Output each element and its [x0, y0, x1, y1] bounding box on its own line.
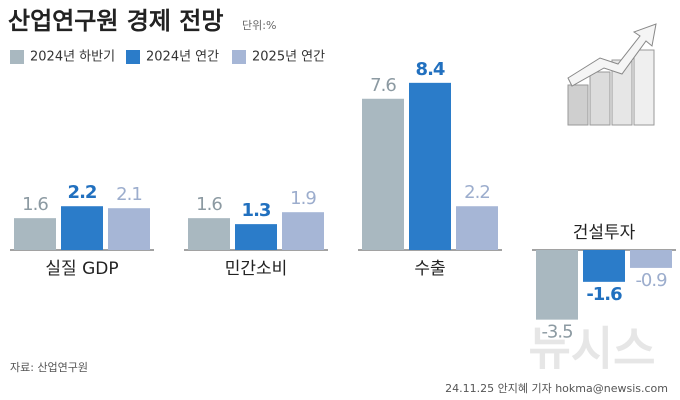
legend-label: 2024년 연간 [146, 50, 219, 65]
value-label: 1.6 [196, 194, 222, 215]
icon-bar [567, 84, 589, 126]
unit-label: 단위:% [242, 19, 276, 32]
bar [235, 224, 277, 250]
legend-swatch [126, 50, 140, 64]
icon [567, 23, 657, 126]
category-label: 건설투자 [573, 223, 636, 243]
bar [61, 206, 103, 250]
credit: 24.11.25 안지혜 기자 hokma@newsis.com [445, 382, 668, 395]
legend-swatch [10, 50, 24, 64]
legend-swatch [232, 50, 246, 64]
value-label: -1.6 [586, 284, 622, 305]
value-label: 2.1 [116, 184, 142, 205]
bar [409, 82, 451, 250]
category-label: 수출 [414, 259, 445, 279]
bar [456, 206, 498, 250]
watermark: 뉴시스 [529, 322, 656, 376]
category-label: 실질 GDP [45, 259, 118, 279]
chart-title: 산업연구원 경제 전망 [8, 7, 223, 35]
bar [108, 208, 150, 250]
value-label: 8.4 [416, 59, 445, 80]
icon-bar [589, 71, 611, 126]
legend-label: 2024년 하반기 [30, 50, 115, 65]
bar [583, 250, 625, 282]
value-label: 2.2 [68, 182, 97, 203]
category-label: 민간소비 [225, 259, 288, 279]
value-label: 7.6 [370, 75, 396, 96]
bar [282, 212, 324, 250]
value-label: 1.6 [22, 194, 48, 215]
value-label: 1.9 [290, 188, 316, 209]
bar [536, 250, 578, 320]
value-label: -0.9 [635, 270, 667, 291]
bar [362, 98, 404, 250]
source: 자료: 산업연구원 [10, 361, 88, 374]
icon-arrow [567, 23, 657, 87]
bar [188, 218, 230, 250]
value-label: -3.5 [541, 322, 572, 343]
bar [630, 250, 672, 268]
legend-label: 2025년 연간 [252, 50, 325, 65]
value-label: 1.3 [242, 200, 271, 221]
icon-bar [633, 49, 655, 126]
value-label: 2.2 [464, 182, 490, 203]
bar [14, 218, 56, 250]
